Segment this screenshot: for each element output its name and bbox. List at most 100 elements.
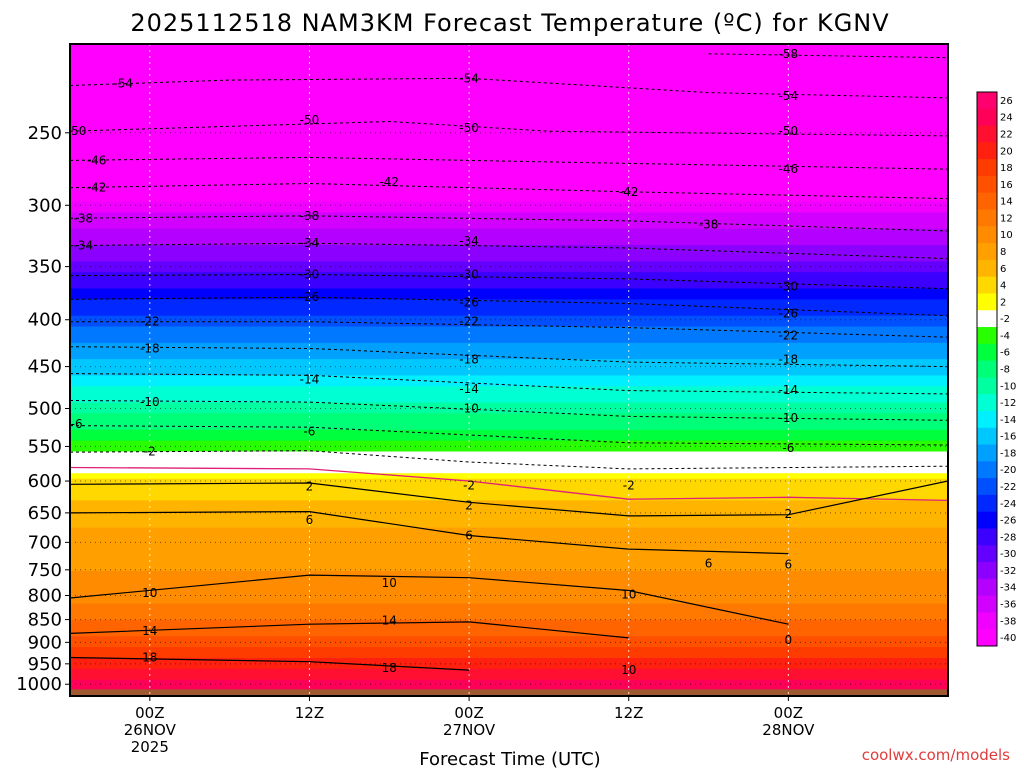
temperature-band [70,505,948,512]
temperature-band [70,522,948,529]
temperature-band [70,136,948,143]
y-tick-label: 800 [28,585,62,606]
temperature-band [70,190,948,197]
contour-label: 6 [705,556,713,570]
colorbar-swatch [977,243,997,261]
temperature-band [70,663,948,670]
x-tick-label: 12Z [614,704,643,722]
temperature-band [70,554,948,561]
temperature-band [70,614,948,621]
colorbar-label: 8 [1000,247,1006,258]
contour-label: -50 [67,124,87,138]
contour-label: -38 [300,209,320,223]
contour-label: -50 [459,121,479,135]
y-tick-label: 450 [28,357,62,378]
y-tick-label: 350 [28,257,62,278]
temperature-band [70,239,948,246]
temperature-band [70,380,948,387]
contour-label: -30 [779,280,799,294]
temperature-band [70,277,948,284]
temperature-band [70,636,948,643]
colorbar-label: 16 [1000,180,1013,191]
contour-label: 10 [142,586,157,600]
contour-label: -6 [71,417,83,431]
isotherm-solid [70,510,789,555]
chart-title: 2025112518 NAM3KM Forecast Temperature (… [130,9,889,37]
temperature-band [70,92,948,99]
temperature-band [70,647,948,654]
axes: 2503003504004505005506006507007508008509… [16,43,949,756]
colorbar-label: -30 [1000,549,1016,560]
y-tick-label: 850 [28,610,62,631]
contour-label: 18 [142,651,157,665]
y-tick-label: 400 [28,310,62,331]
colorbar-swatch [977,293,997,311]
temperature-band [70,207,948,214]
colorbar-label: -14 [1000,415,1016,426]
y-tick-label: 1000 [16,674,62,695]
temperature-band [70,652,948,659]
ground-strip [70,689,948,696]
contour-label: -2 [623,479,635,493]
colorbar-label: -16 [1000,432,1016,443]
temperature-band [70,587,948,594]
contour-label: -50 [779,124,799,138]
temperature-band [70,386,948,393]
temperature-band [70,288,948,295]
temperature-band [70,565,948,572]
colorbar-label: -6 [1000,348,1010,359]
temperature-band [70,456,948,463]
isotherm-solid [70,621,629,639]
temperature-band [70,397,948,404]
contour-label: -2 [144,444,156,458]
contour-label: -54 [113,77,133,91]
colorbar-swatch [977,276,997,294]
temperature-band [70,120,948,127]
colorbar-label: -20 [1000,465,1016,476]
colorbar-swatch [977,192,997,210]
colorbar-swatch [977,461,997,479]
colorbar-swatch [977,545,997,563]
temperature-band [70,494,948,501]
colorbar-swatch [977,259,997,278]
colorbar-swatch [977,528,997,546]
colorbar-swatch [977,511,997,529]
colorbar-label: -10 [1000,381,1016,392]
contour-label: 2 [306,479,314,493]
temperature-band [70,478,948,485]
isotherm-solid [70,656,470,671]
colorbar-swatch [977,226,997,244]
contour-label: -38 [73,211,93,225]
colorbar-swatch [977,159,997,177]
colorbar-swatch [977,327,997,345]
contour-label: 6 [306,513,314,527]
colorbar-label: 18 [1000,163,1013,174]
contour-label: -14 [300,373,320,387]
credit-text: coolwx.com/models [862,746,1010,764]
contour-label: -30 [459,267,479,281]
contour-label: 0 [785,633,793,647]
contour-label: -38 [699,218,719,232]
colorbar-swatch [977,612,997,630]
x-tick-label: 00Z [135,704,164,722]
contour-label: -6 [303,425,315,439]
temperature-band [70,560,948,567]
temperature-band [70,103,948,110]
contour-label: -54 [459,71,479,85]
temperature-band [70,321,948,328]
contour-label: 10 [382,576,397,590]
temperature-band [70,500,948,507]
x-tick-label: 27NOV [443,721,496,739]
temperature-band [70,152,948,159]
colorbar-label: 14 [1000,197,1013,208]
temperature-band [70,429,948,436]
contour-label: -26 [779,307,799,321]
temperature-band [70,533,948,540]
temperature-band [70,245,948,252]
y-tick-label: 550 [28,436,62,457]
colorbar-label: -12 [1000,398,1016,409]
colorbar-label: -40 [1000,633,1016,644]
temperature-band [70,467,948,474]
contour-label: -14 [779,383,799,397]
contour-label: -26 [300,290,320,304]
